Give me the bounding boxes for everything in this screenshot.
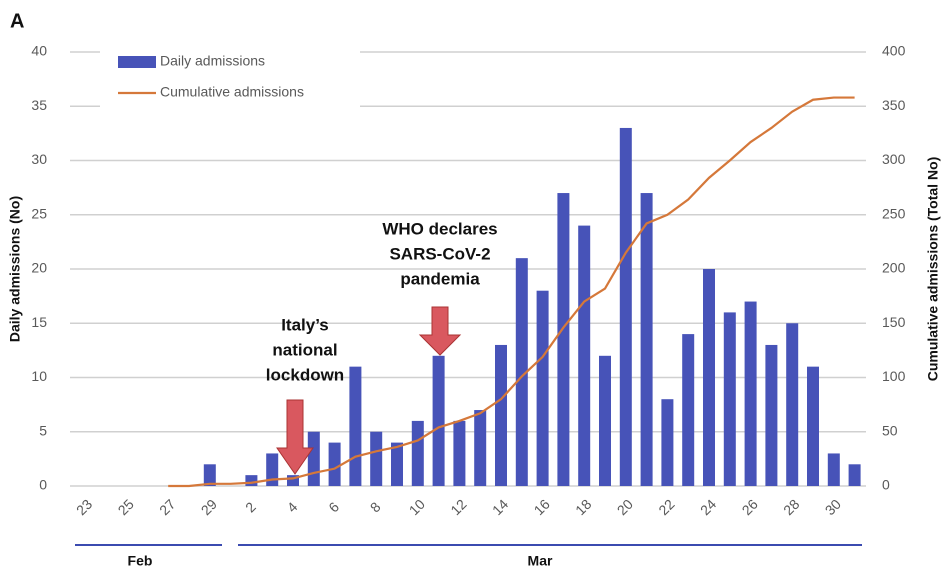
x-tick-label: 2 (242, 499, 259, 516)
bar (640, 193, 653, 487)
bar (391, 442, 403, 486)
y2-tick-label: 50 (882, 422, 898, 438)
bar (307, 431, 320, 486)
bar (848, 464, 861, 486)
bar (703, 269, 715, 486)
legend-box (100, 40, 360, 110)
bar (557, 193, 570, 487)
bar (786, 323, 799, 486)
bar (349, 366, 362, 486)
x-tick-label: 26 (739, 496, 761, 518)
x-tick-label: 18 (572, 496, 594, 518)
y-tick-label: 0 (39, 477, 47, 493)
bar (370, 431, 383, 486)
y2-tick-label: 200 (882, 260, 906, 276)
x-tick-label: 25 (115, 496, 137, 518)
y2-tick-label: 300 (882, 151, 906, 167)
legend-label: Cumulative admissions (160, 84, 304, 100)
bar (807, 366, 819, 486)
line (168, 96, 855, 488)
annotation: WHO declares (382, 219, 497, 238)
bar (328, 442, 341, 486)
bar (474, 410, 487, 486)
panel-label: A (10, 10, 24, 32)
x-tick-label: 14 (489, 496, 511, 518)
arrow (276, 399, 314, 475)
y-tick-label: 20 (31, 260, 47, 276)
y2-axis-title: Cumulative admissions (Total No) (925, 157, 941, 382)
bar (827, 453, 840, 486)
y2-tick-label: 400 (882, 43, 906, 59)
bar (266, 453, 279, 486)
x-tick-label: 12 (447, 496, 469, 518)
y2-tick-label: 250 (882, 205, 906, 221)
bar (432, 355, 445, 486)
month-label: Mar (528, 553, 553, 569)
bar (765, 344, 778, 486)
bar (661, 399, 674, 486)
bar (203, 464, 216, 486)
bar (682, 334, 695, 486)
bar (411, 420, 424, 486)
y-tick-label: 40 (31, 43, 47, 59)
y-tick-label: 25 (31, 205, 47, 221)
y-tick-label: 35 (31, 97, 47, 113)
legend-label: Daily admissions (160, 53, 265, 69)
x-tick-label: 20 (614, 496, 636, 518)
bar (578, 225, 591, 486)
y2-tick-label: 100 (882, 368, 906, 384)
y2-tick-label: 150 (882, 314, 906, 330)
y-tick-label: 10 (31, 368, 47, 384)
bar (495, 344, 507, 486)
arrow (418, 306, 462, 356)
x-tick-label: 29 (198, 496, 220, 518)
bar (515, 258, 528, 486)
x-tick-label: 28 (780, 496, 802, 518)
annotation: lockdown (266, 365, 344, 384)
x-tick-label: 30 (822, 496, 844, 518)
annotation: pandemia (400, 269, 480, 288)
x-tick-label: 27 (156, 496, 178, 518)
month-label: Feb (128, 553, 153, 569)
bar (453, 420, 466, 486)
y2-tick-label: 0 (882, 477, 890, 493)
x-tick-label: 8 (367, 499, 384, 516)
x-tick-label: 6 (325, 499, 342, 516)
annotation: SARS-CoV-2 (389, 244, 490, 263)
x-tick-label: 4 (284, 499, 301, 516)
bar (744, 301, 757, 486)
bar (536, 290, 549, 486)
bar (599, 355, 611, 486)
y-axis-title: Daily admissions (No) (7, 196, 23, 342)
x-tick-label: 23 (73, 496, 95, 518)
bar (245, 475, 258, 486)
bar (619, 127, 632, 486)
y-tick-label: 15 (31, 314, 47, 330)
x-tick-label: 16 (531, 496, 553, 518)
x-tick-label: 10 (406, 496, 428, 518)
x-tick-label: 22 (655, 496, 677, 518)
y-tick-label: 5 (39, 422, 47, 438)
x-tick-label: 24 (697, 496, 719, 518)
annotation: Italy’s (281, 315, 329, 334)
legend-swatch (118, 56, 156, 68)
y2-tick-label: 350 (882, 97, 906, 113)
annotation: national (272, 340, 337, 359)
bar (287, 475, 299, 486)
y-tick-label: 30 (31, 151, 47, 167)
bar (723, 312, 736, 486)
